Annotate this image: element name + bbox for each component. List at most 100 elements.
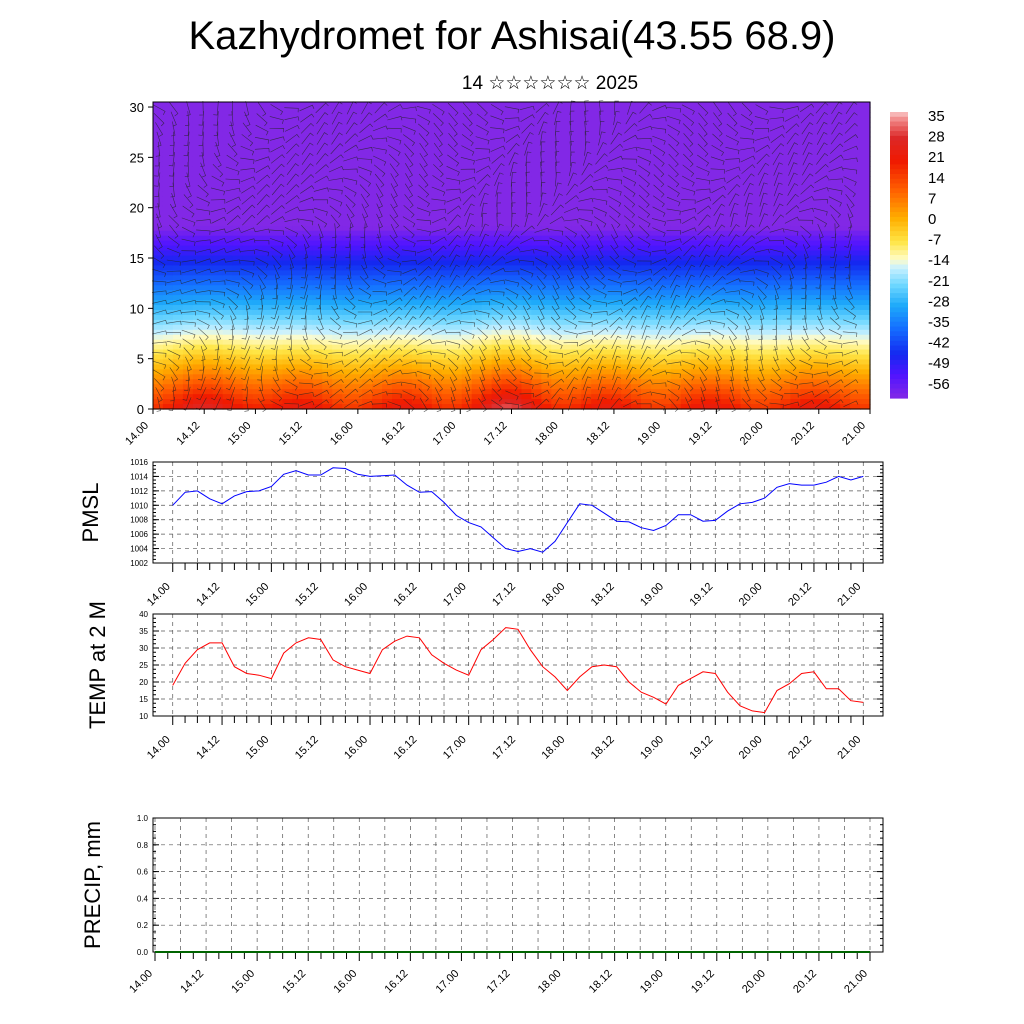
heatmap-cell — [531, 230, 542, 237]
heatmap-cell — [382, 141, 393, 148]
heatmap-cell — [780, 394, 791, 400]
heatmap-cell — [202, 245, 214, 252]
heatmap-cell — [640, 260, 652, 266]
heatmap-cell — [262, 210, 274, 217]
heatmap-cell — [212, 181, 224, 187]
heatmap-cell — [710, 404, 722, 410]
heatmap-cell — [551, 240, 562, 247]
heatmap-cell — [302, 151, 313, 158]
heatmap-cell — [451, 319, 463, 326]
heatmap-cell — [262, 359, 274, 366]
heatmap-cell — [700, 230, 712, 237]
heatmap-cell — [382, 136, 393, 143]
heatmap-cell — [650, 309, 662, 316]
heatmap-cell — [192, 349, 204, 356]
heatmap-cell — [810, 344, 821, 351]
heatmap-cell — [571, 215, 582, 222]
heatmap-cell — [680, 210, 692, 217]
heatmap-cell — [660, 399, 672, 405]
heatmap-cell — [601, 379, 612, 385]
heatmap-cell — [541, 111, 552, 118]
heatmap-cell — [172, 102, 184, 108]
heatmap-cell — [591, 394, 602, 400]
heatmap-cell — [282, 201, 294, 207]
heatmap-cell — [521, 250, 533, 257]
heatmap-cell — [401, 265, 413, 271]
heatmap-cell — [491, 260, 503, 266]
heatmap-cell — [810, 324, 821, 331]
heatmap-cell — [720, 196, 732, 202]
heatmap-cell — [640, 344, 652, 351]
heatmap-cell — [591, 404, 602, 410]
heatmap-cell — [282, 344, 294, 351]
heatmap-cell — [362, 260, 373, 266]
heatmap-cell — [182, 364, 194, 370]
heatmap-cell — [730, 196, 742, 202]
heatmap-cell — [481, 111, 493, 118]
heatmap-cell — [222, 389, 234, 395]
heatmap-cell — [172, 225, 184, 232]
heatmap-cell — [700, 106, 712, 113]
heatmap-cell — [352, 404, 363, 410]
heatmap-cell — [441, 250, 453, 257]
heatmap-cell — [860, 191, 871, 197]
heatmap-cell — [382, 205, 393, 212]
heatmap-cell — [382, 319, 393, 326]
heatmap-cell — [670, 339, 682, 346]
heatmap-cell — [541, 205, 552, 212]
heatmap-cell — [860, 255, 871, 262]
heatmap-cell — [840, 364, 851, 370]
heatmap-cell — [262, 201, 274, 207]
heatmap-cell — [850, 171, 861, 177]
heatmap-cell — [232, 215, 244, 222]
heatmap-cell — [740, 285, 752, 291]
heatmap-cell — [680, 102, 692, 108]
heatmap-cell — [431, 146, 443, 153]
heatmap-cell — [232, 339, 244, 346]
heatmap-cell — [441, 220, 453, 227]
heatmap-cell — [650, 151, 662, 158]
wind-barb — [329, 317, 342, 330]
heatmap-cell — [571, 255, 582, 262]
heatmap-cell — [382, 309, 393, 316]
heatmap-cell — [720, 339, 732, 346]
heatmap-cell — [401, 102, 413, 108]
heatmap-cell — [850, 270, 861, 276]
heatmap-cell — [212, 161, 224, 167]
heatmap-cell — [631, 106, 642, 113]
heatmap-cell — [690, 220, 702, 227]
heatmap-cell — [800, 230, 811, 237]
heatmap-cell — [212, 210, 224, 217]
heatmap-cell — [272, 201, 284, 207]
heatmap-cell — [282, 319, 294, 326]
heatmap-cell — [262, 300, 274, 306]
wind-barb — [372, 291, 387, 296]
wind-barb — [387, 127, 402, 133]
heatmap-cell — [810, 126, 821, 133]
heatmap-cell — [810, 196, 821, 202]
heatmap-cell — [511, 255, 523, 262]
heatmap-cell — [571, 329, 582, 336]
heatmap-cell — [372, 171, 383, 177]
heatmap-cell — [202, 255, 214, 262]
heatmap-cell — [800, 334, 811, 341]
heatmap-cell — [312, 116, 323, 123]
heatmap-cell — [362, 300, 373, 306]
wind-barb — [303, 243, 308, 259]
heatmap-cell — [382, 329, 393, 336]
heatmap-cell — [481, 265, 493, 271]
wind-barb — [269, 229, 284, 235]
heatmap-cell — [282, 230, 294, 237]
heatmap-cell — [670, 141, 682, 148]
heatmap-cell — [631, 309, 642, 316]
heatmap-cell — [172, 349, 184, 356]
heatmap-cell — [541, 260, 552, 266]
heatmap-cell — [680, 319, 692, 326]
heatmap-cell — [700, 225, 712, 232]
heatmap-cell — [591, 399, 602, 405]
wind-barb — [328, 341, 343, 348]
heatmap-cell — [820, 126, 831, 133]
heatmap-cell — [312, 220, 323, 227]
heatmap-cell — [481, 235, 493, 242]
heatmap-cell — [670, 191, 682, 197]
